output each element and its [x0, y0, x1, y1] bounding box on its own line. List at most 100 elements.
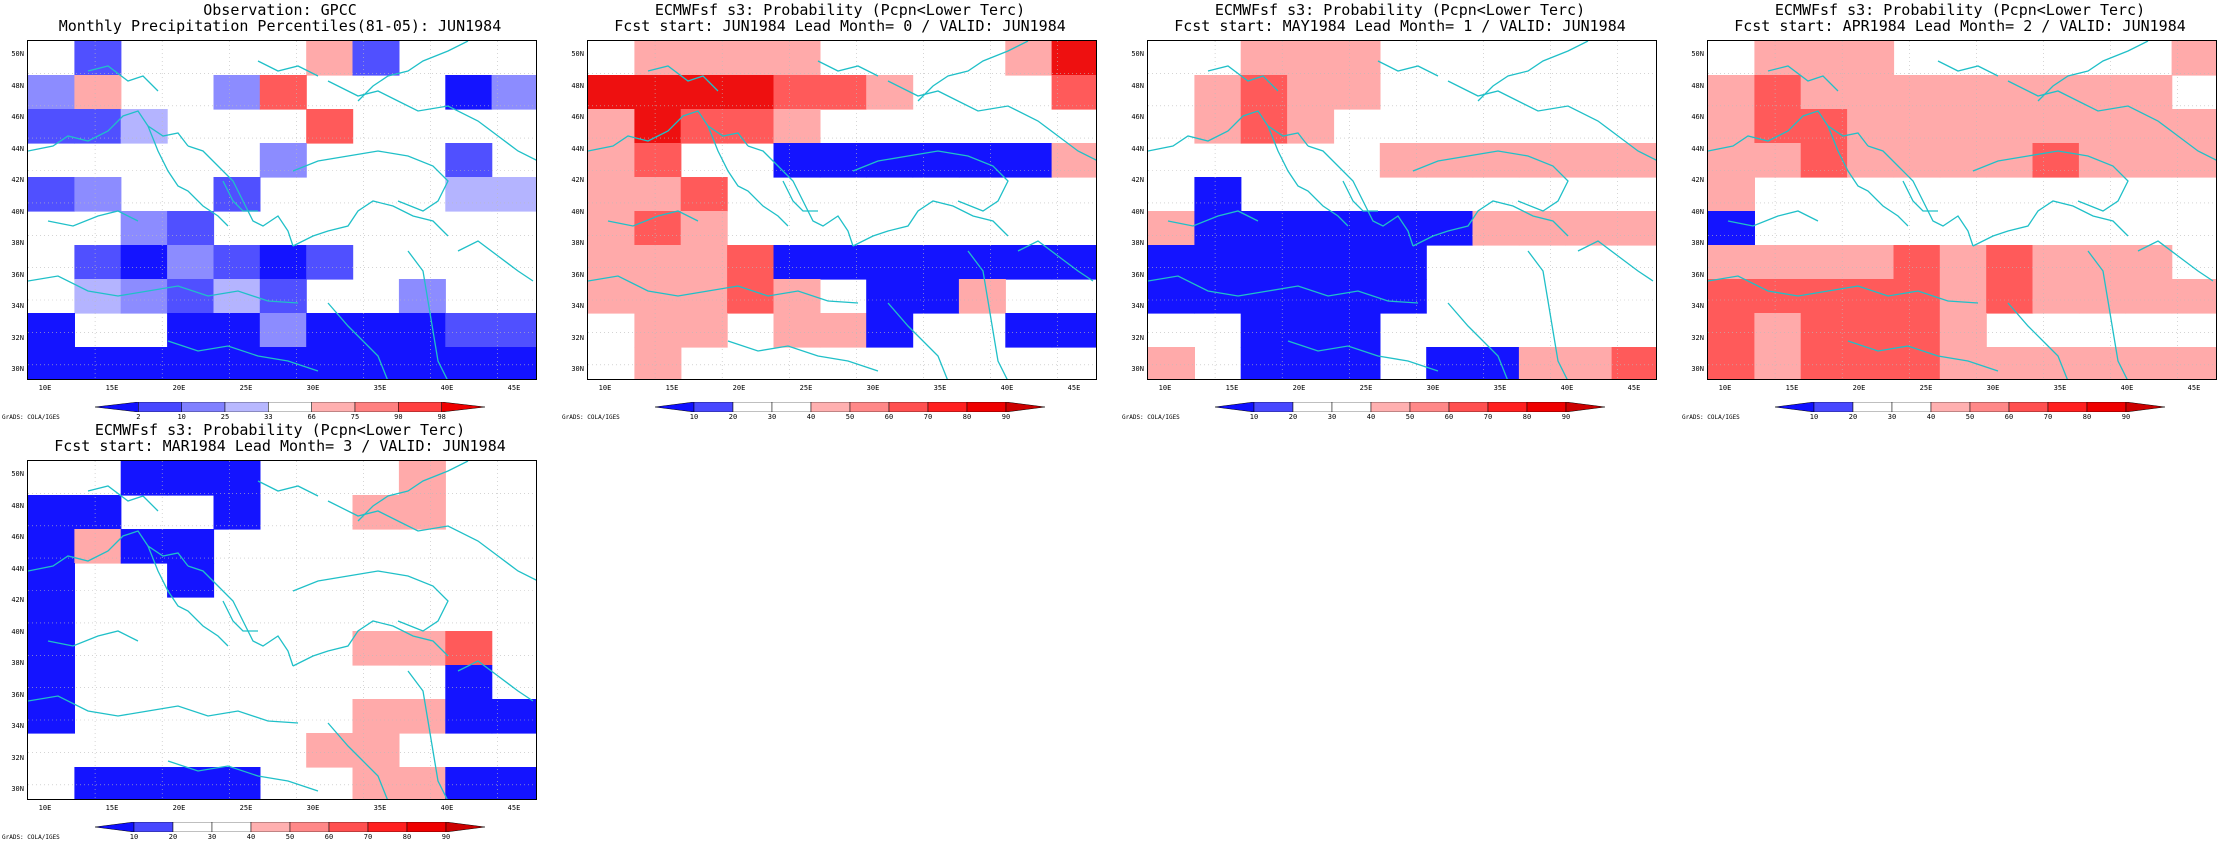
grid-cell [1240, 279, 1288, 314]
grid-cell [1847, 279, 1895, 314]
lon-tick-label: 30E [866, 384, 880, 392]
grid-cell [912, 245, 960, 280]
grid-cell [1939, 347, 1987, 379]
grid-cell [588, 143, 635, 178]
grid-cell [28, 495, 75, 530]
lat-tick-label: 34N [1131, 302, 1144, 310]
grid-cell [1148, 279, 1195, 314]
lon-tick-label: 45E [1067, 384, 1081, 392]
grid-cell [398, 631, 446, 666]
grid-cell [120, 279, 168, 314]
coastline [292, 200, 449, 247]
lat-tick-label: 36N [1131, 270, 1144, 279]
lat-tick-label: 38N [1691, 239, 1704, 247]
coastline [887, 302, 948, 379]
grid-cell [2032, 75, 2080, 110]
coastline [407, 670, 448, 799]
grid-cell [1754, 143, 1802, 178]
grid-cell [819, 245, 867, 280]
colorbar-label: 80 [402, 833, 412, 841]
colorbar-segment [2008, 402, 2049, 412]
coastline [607, 210, 699, 227]
lat-tick-label: 30N [1131, 365, 1144, 373]
grid-cell [2032, 347, 2080, 379]
colorbar-label: 90 [1561, 413, 1571, 421]
lat-tick-label: 42N [571, 176, 584, 184]
lon-tick-label: 45E [2187, 384, 2201, 392]
grid-cell [819, 313, 867, 348]
grid-cell [1379, 245, 1427, 280]
lat-tick-label: 32N [11, 333, 24, 342]
grid-cell [445, 631, 493, 666]
colorbar-label: 80 [962, 413, 972, 421]
coastline [1577, 240, 1654, 282]
lon-tick-label: 25E [799, 384, 813, 392]
coastline [1708, 110, 1869, 152]
colorbar [95, 402, 485, 412]
colorbar-segment [172, 822, 213, 832]
coastline [707, 125, 789, 227]
coastline [1727, 210, 1819, 227]
grid-cell [306, 313, 354, 348]
grid-cell [634, 347, 682, 379]
grid-cell [634, 245, 682, 280]
colorbar-segment [2086, 402, 2127, 412]
grid-cell [1847, 109, 1895, 144]
grid-cell [1051, 41, 1096, 76]
colorbar-segment [138, 402, 182, 412]
lat-tick-label: 40N [11, 627, 24, 636]
grid-cell [1847, 245, 1895, 280]
lat-tick-label: 48N [1691, 81, 1704, 90]
map-panel: ECMWFsf s3: Probability (Pcpn<Lower Terc… [1120, 0, 1680, 421]
colorbar-segment [1813, 402, 1854, 412]
colorbar-segment [1930, 402, 1971, 412]
grid-cell [680, 41, 728, 76]
coastline [852, 150, 1009, 212]
colorbar-segment [1370, 402, 1411, 412]
colorbar-segment [810, 402, 851, 412]
lat-tick-label: 46N [571, 113, 584, 121]
grid-cell [773, 41, 821, 76]
coastline [917, 41, 1029, 102]
grid-cell [1287, 279, 1335, 314]
grid-cell [167, 279, 215, 314]
grid-cell [1426, 143, 1474, 178]
grid-cell [120, 245, 168, 280]
grid-cell [74, 75, 122, 110]
grid-cell [1565, 143, 1613, 178]
coastline [1847, 340, 1999, 372]
coastline [1412, 200, 1569, 247]
lat-tick-label: 34N [571, 302, 584, 310]
lat-tick-label: 38N [571, 239, 584, 247]
colorbar-segment [289, 822, 330, 832]
coastline [1708, 275, 1979, 304]
grid-cell [727, 109, 775, 144]
colorbar [1775, 402, 2165, 412]
grid-cell [1005, 143, 1053, 178]
lon-tick-label: 40E [1000, 384, 1014, 392]
grid-cell [1565, 211, 1613, 246]
colorbar-label: 10 [129, 833, 139, 841]
colorbar-label: 50 [1405, 413, 1415, 421]
lon-tick-label: 25E [239, 384, 253, 392]
grid-cell [491, 75, 536, 110]
grid-cell [1194, 109, 1242, 144]
lat-tick-label: 48N [11, 501, 24, 510]
colorbar-segment [328, 822, 369, 832]
colorbar-segment [268, 402, 312, 412]
grid-cell [1287, 109, 1335, 144]
grid-cell [1939, 109, 1987, 144]
colorbar-segment [181, 402, 226, 412]
coastline [222, 180, 258, 212]
grid-cell [727, 41, 775, 76]
grid-cell [1708, 347, 1755, 379]
grid-cell [680, 279, 728, 314]
grid-cell [259, 75, 307, 110]
colorbar-segment [1005, 402, 1045, 412]
grid-cell [958, 245, 1006, 280]
grid-cell [773, 313, 821, 348]
colorbar-label: 40 [1926, 413, 1936, 421]
lon-tick-label: 40E [440, 384, 454, 392]
lon-tick-label: 45E [507, 384, 521, 392]
grid-cell [2171, 347, 2216, 379]
